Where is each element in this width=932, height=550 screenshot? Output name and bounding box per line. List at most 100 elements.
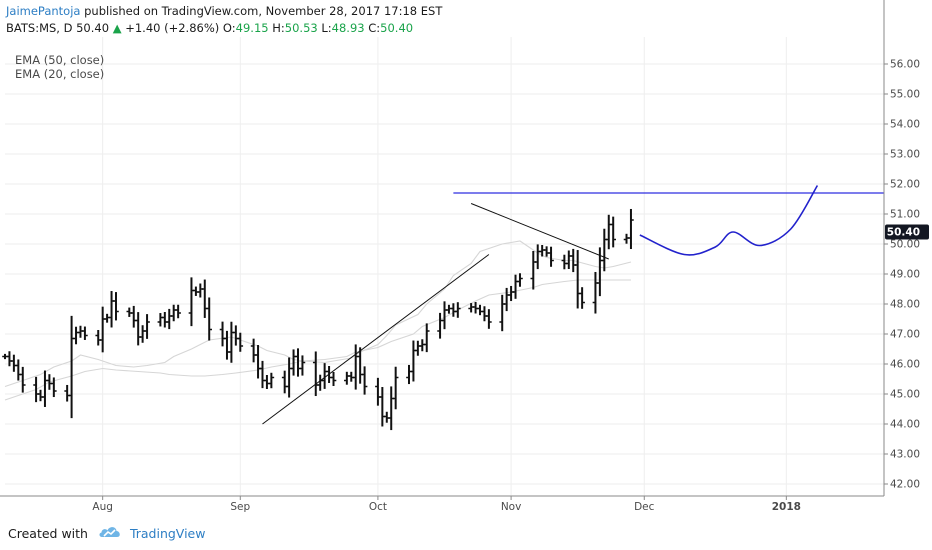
ohlc-bar — [592, 271, 599, 314]
indicator-legend: EMA (50, close) EMA (20, close) — [15, 53, 104, 81]
ohlc-bar — [312, 351, 319, 397]
footer: Created with TradingView — [8, 524, 205, 544]
ohlc-bar — [508, 285, 514, 302]
tradingview-brand-link[interactable]: TradingView — [129, 526, 206, 541]
price-tick-label: 42.00 — [890, 479, 920, 491]
publish-info: JaimePantoja published on TradingView.co… — [6, 3, 442, 19]
ohlc-bar — [561, 254, 568, 270]
ohlc-bar — [170, 304, 177, 322]
ohlc-bar — [415, 340, 421, 356]
ohlc-bar — [268, 372, 275, 389]
ohlc-bar — [410, 340, 417, 382]
ohlc-bar — [19, 366, 26, 393]
rising-trendline — [262, 254, 490, 425]
ohlc-bar — [579, 287, 585, 309]
price-change: +1.40 (+2.86%) — [125, 21, 220, 35]
ohlc-bar — [113, 292, 119, 321]
ohlc-bar — [392, 366, 399, 410]
price-tick-label: 46.00 — [890, 359, 920, 371]
projection-path — [639, 185, 819, 256]
last-price-badge — [885, 224, 929, 240]
low-value: 48.93 — [331, 21, 365, 35]
time-tick-label: Dec — [634, 501, 655, 513]
ohlc-bar — [188, 277, 195, 327]
ohlc-bar — [233, 325, 239, 346]
ohlc-bar — [481, 306, 488, 322]
ohlc-bar — [42, 370, 48, 407]
ohlc-bar — [450, 303, 457, 317]
publish-text: published on TradingView.com, November 2… — [80, 4, 443, 18]
last-price: 50.40 — [76, 21, 110, 35]
time-tick-label: Sep — [230, 501, 250, 513]
symbol-label[interactable]: BATS:MS, D — [6, 21, 73, 35]
up-arrow-icon: ▲ — [112, 21, 122, 35]
ohlc-bar — [166, 308, 173, 330]
ohlc-bar — [11, 354, 17, 372]
ohlc-bar — [206, 297, 213, 341]
drawings — [262, 185, 884, 425]
ohlc-bar — [299, 355, 306, 376]
price-tick-label: 45.00 — [890, 389, 920, 401]
ohlc-bar — [437, 312, 443, 339]
author-link[interactable]: JaimePantoja — [6, 4, 81, 18]
chart-header: JaimePantoja published on TradingView.co… — [6, 3, 442, 36]
ohlc-bar — [441, 301, 448, 330]
time-axis[interactable]: Aug Sep Oct Nov Dec 2018 — [92, 496, 801, 513]
ohlc-bar — [95, 329, 102, 346]
ohlc-bar — [255, 345, 261, 379]
price-tick-label: 55.00 — [890, 89, 920, 101]
price-tick-label: 51.00 — [890, 209, 920, 221]
price-axis[interactable]: 42.00 43.00 44.00 45.00 46.00 47.00 48.00 49.00… — [884, 59, 929, 491]
ohlc-bar — [423, 323, 430, 353]
ohlc-bar — [33, 376, 39, 403]
ohlc-bar — [250, 338, 257, 363]
price-tick-label: 48.00 — [890, 299, 920, 311]
price-tick-label: 49.00 — [890, 269, 920, 281]
chart-frame — [0, 0, 885, 497]
ohlc-bar — [228, 321, 235, 363]
ohlc-bar — [543, 246, 550, 257]
ohlc-bar — [51, 377, 57, 398]
ohlc-bar — [499, 294, 506, 332]
ohlc-bar — [201, 279, 208, 318]
ohlc-bar — [144, 314, 150, 339]
open-value: 49.15 — [235, 21, 269, 35]
ohlc-bar — [503, 287, 510, 312]
price-tick-label: 52.00 — [890, 179, 920, 191]
ema-20-label[interactable]: EMA (20, close) — [15, 67, 104, 81]
ohlc-bar — [477, 304, 483, 316]
legend-line: BATS:MS, D 50.40 ▲ +1.40 (+2.86%) O:49.1… — [6, 20, 442, 36]
ohlc-bar — [517, 273, 523, 287]
ohlc-bar — [259, 360, 266, 389]
open-label: O: — [222, 21, 236, 35]
price-tick-label: 50.00 — [890, 239, 920, 251]
ohlc-bar — [108, 291, 115, 328]
price-tick-label: 56.00 — [890, 59, 920, 71]
ohlc-bar — [130, 305, 137, 328]
ohlc-bar — [610, 216, 616, 248]
time-tick-label: Nov — [501, 501, 522, 513]
ohlc-bar — [361, 366, 368, 395]
ohlc-bar — [157, 313, 164, 327]
price-tick-label: 47.00 — [890, 329, 920, 341]
ohlc-bar — [64, 384, 70, 402]
ohlc-bar — [534, 244, 541, 270]
ohlc-bar — [15, 359, 22, 381]
ohlc-bar — [344, 371, 350, 385]
close-value: 50.40 — [380, 21, 414, 35]
ohlc-bar — [330, 371, 337, 387]
low-label: L: — [321, 21, 332, 35]
ohlc-bar — [175, 304, 181, 319]
ohlc-bar — [574, 250, 581, 309]
ema-50-label[interactable]: EMA (50, close) — [15, 53, 104, 67]
falling-trendline — [470, 203, 609, 260]
created-with-text: Created with — [8, 526, 88, 541]
time-tick-label: Aug — [92, 501, 113, 513]
ohlc-bar — [197, 283, 204, 298]
ohlc-bar — [73, 326, 79, 345]
ohlc-bar — [530, 250, 537, 290]
price-tick-label: 44.00 — [890, 419, 920, 431]
ohlc-bar — [82, 326, 88, 340]
price-tick-label: 43.00 — [890, 449, 920, 461]
